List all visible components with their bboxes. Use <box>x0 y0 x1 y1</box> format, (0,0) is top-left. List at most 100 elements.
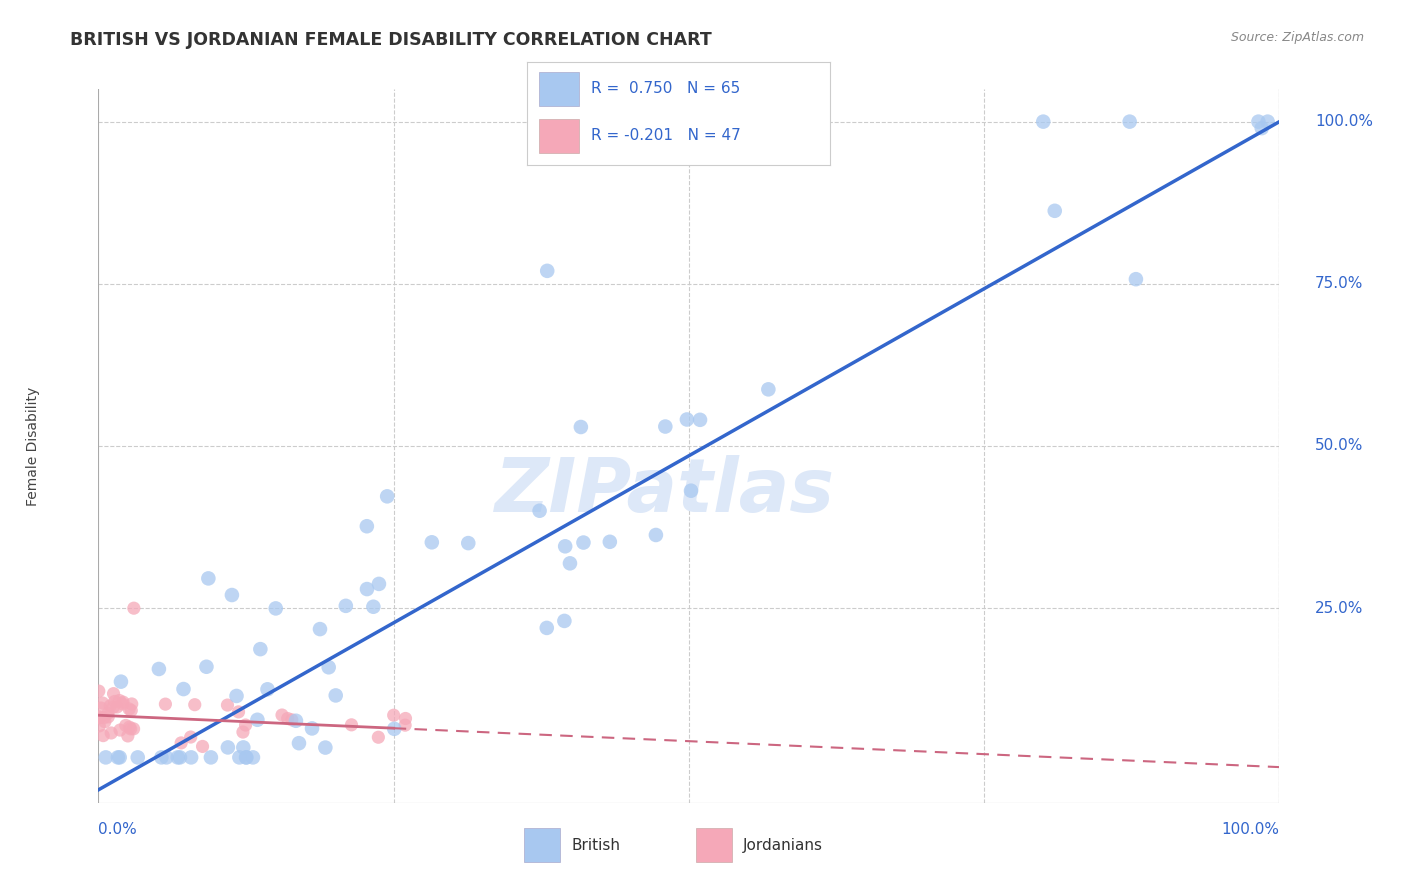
Point <box>150 750 173 764</box>
Point <box>1247 114 1270 128</box>
Point <box>180 750 202 764</box>
Point <box>108 723 131 737</box>
Point <box>572 535 595 549</box>
Point <box>121 697 143 711</box>
Point <box>340 718 363 732</box>
Point <box>117 729 139 743</box>
Point <box>249 642 271 657</box>
Point <box>553 614 575 628</box>
Text: 75.0%: 75.0% <box>1315 277 1364 292</box>
Text: 50.0%: 50.0% <box>1315 439 1364 453</box>
Point <box>104 694 127 708</box>
Point <box>169 750 191 764</box>
Point <box>100 726 122 740</box>
Point <box>246 713 269 727</box>
Point <box>103 687 125 701</box>
Point <box>301 722 323 736</box>
Point <box>173 681 195 696</box>
Bar <box>540 71 579 105</box>
Point <box>536 621 558 635</box>
Text: BRITISH VS JORDANIAN FEMALE DISABILITY CORRELATION CHART: BRITISH VS JORDANIAN FEMALE DISABILITY C… <box>70 31 711 49</box>
Bar <box>696 828 733 863</box>
Point <box>155 697 177 711</box>
Point <box>195 659 218 673</box>
Point <box>558 557 581 571</box>
Point <box>200 750 222 764</box>
Point <box>122 601 145 615</box>
Point <box>89 710 111 724</box>
Point <box>155 750 177 764</box>
Text: 25.0%: 25.0% <box>1315 600 1364 615</box>
Point <box>1043 203 1066 218</box>
Point <box>235 750 257 764</box>
Point <box>225 689 247 703</box>
Point <box>180 730 202 744</box>
Point <box>221 588 243 602</box>
Point <box>122 722 145 736</box>
Point <box>457 536 479 550</box>
Text: Jordanians: Jordanians <box>744 838 823 853</box>
Point <box>529 504 551 518</box>
Point <box>271 708 294 723</box>
Point <box>569 420 592 434</box>
Point <box>93 711 115 725</box>
Point <box>191 739 214 754</box>
Bar <box>540 119 579 153</box>
Point <box>228 750 250 764</box>
Point <box>107 750 129 764</box>
Point <box>367 731 389 745</box>
Point <box>645 528 668 542</box>
Point <box>87 684 110 698</box>
Point <box>89 711 111 725</box>
Point <box>281 713 304 727</box>
Point <box>284 714 307 728</box>
Point <box>217 740 239 755</box>
Point <box>118 702 141 716</box>
Text: British: British <box>571 838 620 853</box>
Point <box>756 382 779 396</box>
Point <box>394 718 416 732</box>
Point <box>94 714 117 729</box>
Point <box>1257 114 1279 128</box>
Point <box>288 736 311 750</box>
Point <box>1250 121 1272 136</box>
Point <box>94 750 117 764</box>
Point <box>676 412 699 426</box>
Point <box>120 704 142 718</box>
Point <box>382 722 405 736</box>
Point <box>98 698 121 713</box>
Point <box>1118 114 1140 128</box>
Point <box>375 489 398 503</box>
Point <box>277 712 299 726</box>
Text: 100.0%: 100.0% <box>1315 114 1372 129</box>
Point <box>110 674 132 689</box>
Point <box>108 750 131 764</box>
Point <box>314 740 336 755</box>
Point <box>108 693 131 707</box>
Point <box>356 582 378 596</box>
Point <box>97 710 120 724</box>
Point <box>197 571 219 585</box>
Point <box>242 750 264 764</box>
Point <box>356 519 378 533</box>
Point <box>97 706 120 720</box>
Point <box>91 729 114 743</box>
Point <box>689 413 711 427</box>
Point <box>112 695 135 709</box>
Point <box>554 539 576 553</box>
Bar <box>524 828 561 863</box>
Point <box>166 750 188 764</box>
Point <box>184 698 207 712</box>
Point <box>148 662 170 676</box>
Point <box>235 750 257 764</box>
Point <box>217 698 239 712</box>
Point <box>103 700 125 714</box>
Point <box>256 682 278 697</box>
Point <box>363 599 385 614</box>
Point <box>309 622 332 636</box>
Point <box>118 720 141 734</box>
Point <box>170 736 193 750</box>
Point <box>232 725 254 739</box>
Text: R = -0.201   N = 47: R = -0.201 N = 47 <box>591 128 741 144</box>
Text: ZIPatlas: ZIPatlas <box>495 455 835 528</box>
